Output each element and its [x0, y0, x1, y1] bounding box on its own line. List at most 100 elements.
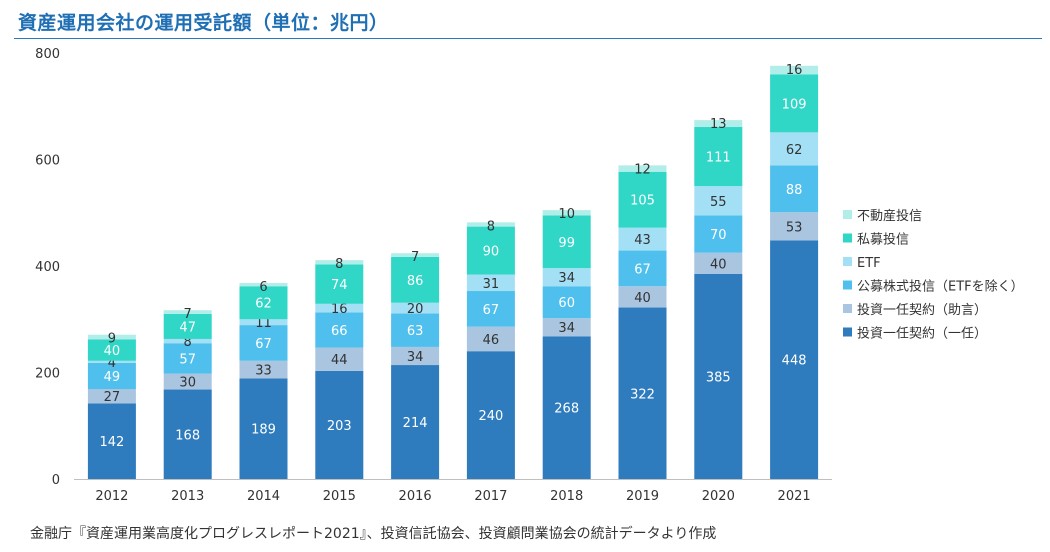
- x-tick-label: 2016: [399, 489, 432, 504]
- bar-segment: [239, 319, 288, 326]
- data-label: 70: [710, 228, 727, 243]
- data-label: 63: [407, 324, 424, 339]
- legend-swatch: [843, 257, 852, 266]
- bar-segment: [770, 240, 819, 479]
- bar-segment: [87, 362, 136, 390]
- x-tick-label: 2014: [247, 489, 280, 504]
- data-label: 40: [710, 257, 727, 272]
- data-label: 27: [104, 390, 121, 405]
- bar-segment: [618, 171, 667, 228]
- bar-segment: [694, 252, 743, 274]
- data-label: 74: [331, 278, 348, 293]
- data-label: 33: [255, 364, 272, 379]
- bar-segment: [542, 268, 591, 287]
- data-label: 189: [251, 423, 276, 438]
- bar-segment: [87, 389, 136, 404]
- legend-label: 公募株式投信（ETFを除く）: [857, 279, 1024, 295]
- data-label: 8: [184, 335, 192, 350]
- data-label: 66: [331, 324, 348, 339]
- source-note: 金融庁『資産運用業高度化プログレスレポート2021』、投資信託協会、投資顧問業協…: [30, 526, 717, 542]
- data-label: 385: [706, 370, 731, 385]
- data-label: 62: [255, 297, 272, 312]
- data-label: 203: [327, 419, 352, 434]
- bar-segment: [391, 365, 440, 479]
- data-label: 40: [104, 344, 121, 359]
- bar-segment: [87, 360, 136, 363]
- bar-segment: [542, 286, 591, 319]
- bar-segment: [315, 303, 364, 313]
- data-label: 67: [483, 303, 500, 318]
- bar-segment: [466, 274, 515, 292]
- data-label: 8: [487, 219, 495, 234]
- bar-segment: [315, 347, 364, 371]
- x-tick-label: 2021: [778, 489, 811, 504]
- legend-label: 投資一任契約（助言）: [857, 302, 987, 318]
- data-label: 31: [483, 277, 500, 292]
- data-label: 214: [403, 416, 428, 431]
- data-label: 20: [407, 302, 424, 317]
- data-label: 53: [786, 220, 803, 235]
- legend-label: 不動産投信: [857, 208, 922, 224]
- bar-segment: [315, 264, 364, 304]
- data-label: 105: [630, 194, 655, 209]
- data-label: 16: [786, 63, 803, 78]
- data-label: 109: [782, 97, 807, 112]
- data-label: 268: [554, 402, 579, 417]
- x-tick-label: 2013: [171, 489, 204, 504]
- data-label: 60: [558, 296, 575, 311]
- bar-segment: [466, 222, 515, 227]
- bar-segment: [391, 313, 440, 347]
- data-label: 4: [108, 356, 116, 371]
- stacked-bar-chart: 0200400600800142274944092012168305784772…: [35, 47, 1024, 504]
- x-tick-label: 2020: [702, 489, 735, 504]
- bar-segment: [315, 312, 364, 348]
- bar-segment: [694, 120, 743, 128]
- bar-segment: [770, 165, 819, 213]
- bar-segment: [239, 378, 288, 479]
- bar-segment: [466, 291, 515, 327]
- bar-segment: [391, 302, 440, 314]
- bar-segment: [163, 338, 212, 344]
- bar-segment: [391, 346, 440, 366]
- bar-segment: [618, 286, 667, 308]
- data-label: 9: [108, 332, 116, 347]
- bar-segment: [466, 326, 515, 352]
- legend-swatch: [843, 304, 852, 313]
- legend-swatch: [843, 280, 852, 290]
- data-label: 6: [259, 280, 267, 295]
- y-tick-label: 0: [52, 473, 60, 488]
- bar-segment: [239, 286, 288, 320]
- bar-segment: [239, 283, 288, 287]
- bar-segment: [466, 351, 515, 479]
- data-label: 34: [558, 271, 575, 286]
- legend-swatch: [843, 233, 852, 243]
- data-label: 62: [786, 143, 803, 158]
- bar-segment: [694, 215, 743, 253]
- legend-swatch: [843, 327, 852, 337]
- data-label: 34: [558, 321, 575, 336]
- bar-segment: [618, 250, 667, 287]
- data-label: 168: [175, 428, 200, 443]
- bar-segment: [542, 215, 591, 269]
- legend-label: ETF: [857, 256, 881, 271]
- bar-segment: [391, 256, 440, 303]
- legend-label: 投資一任契約（一任）: [857, 326, 987, 342]
- x-tick-label: 2019: [626, 489, 659, 504]
- data-label: 67: [255, 337, 272, 352]
- data-label: 322: [630, 387, 655, 402]
- data-label: 448: [782, 354, 807, 369]
- y-tick-label: 600: [35, 154, 60, 169]
- data-label: 13: [710, 117, 727, 132]
- bar-segment: [163, 343, 212, 374]
- y-tick-label: 800: [35, 47, 60, 62]
- bar-segment: [694, 186, 743, 216]
- legend-swatch: [843, 210, 852, 219]
- bar-segment: [315, 260, 364, 265]
- bar-segment: [163, 389, 212, 479]
- data-label: 142: [99, 435, 124, 450]
- bar-segment: [770, 212, 819, 241]
- data-label: 49: [104, 370, 121, 385]
- bar-segment: [618, 165, 667, 172]
- data-label: 11: [255, 316, 272, 331]
- y-tick-label: 400: [35, 260, 60, 275]
